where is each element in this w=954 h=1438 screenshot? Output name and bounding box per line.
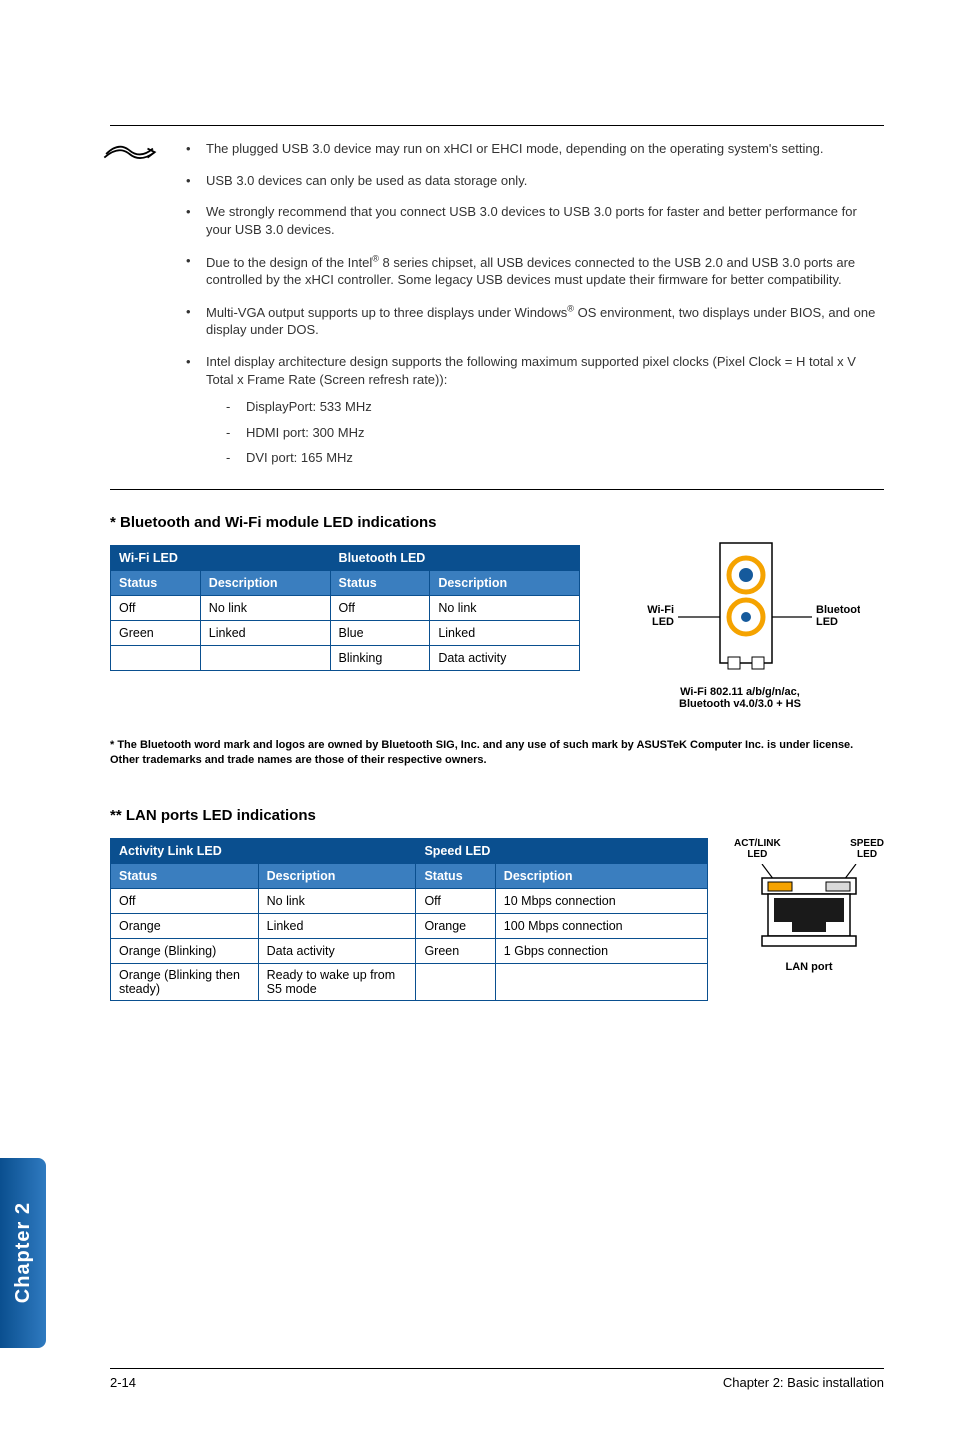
col-status: Status bbox=[416, 864, 495, 889]
module-caption-line2: Bluetooth v4.0/3.0 + HS bbox=[679, 698, 801, 710]
act-link-label: ACT/LINK bbox=[734, 838, 781, 849]
wifi-bt-module-diagram: Wi-Fi LED Bluetooth LED Wi-Fi 802.11 a/b… bbox=[620, 539, 860, 710]
note-item: The plugged USB 3.0 device may run on xH… bbox=[180, 140, 884, 158]
note-list: The plugged USB 3.0 device may run on xH… bbox=[180, 140, 884, 467]
bluetooth-fineprint: * The Bluetooth word mark and logos are … bbox=[110, 738, 884, 768]
page-footer: 2-14 Chapter 2: Basic installation bbox=[110, 1368, 884, 1390]
note-icon bbox=[102, 136, 157, 172]
table-row: OffNo link Off10 Mbps connection bbox=[111, 889, 708, 914]
table-row: Orange (Blinking)Data activity Green1 Gb… bbox=[111, 939, 708, 964]
svg-text:Bluetooth: Bluetooth bbox=[816, 604, 860, 616]
note-item: USB 3.0 devices can only be used as data… bbox=[180, 172, 884, 190]
lan-led-table: Activity Link LED Speed LED Status Descr… bbox=[110, 838, 708, 1001]
page-number: 2-14 bbox=[110, 1375, 136, 1390]
col-description: Description bbox=[430, 570, 580, 595]
table-row: BlinkingData activity bbox=[111, 645, 580, 670]
lan-port-diagram: ACT/LINK LED SPEED LED bbox=[734, 838, 884, 973]
col-status: Status bbox=[111, 570, 201, 595]
col-description: Description bbox=[200, 570, 330, 595]
module-caption-line1: Wi-Fi 802.11 a/b/g/n/ac, bbox=[680, 686, 800, 698]
note-item: Due to the design of the Intel® 8 series… bbox=[180, 252, 884, 288]
col-description: Description bbox=[258, 864, 416, 889]
speed-led-header: Speed LED bbox=[416, 839, 708, 864]
svg-text:LED: LED bbox=[816, 616, 838, 628]
footer-chapter-title: Chapter 2: Basic installation bbox=[723, 1375, 884, 1390]
note-subitem: HDMI port: 300 MHz bbox=[206, 424, 884, 442]
table-row: OrangeLinked Orange100 Mbps connection bbox=[111, 914, 708, 939]
svg-text:Wi-Fi: Wi-Fi bbox=[647, 604, 674, 616]
lan-port-caption: LAN port bbox=[734, 961, 884, 973]
bt-wifi-led-table: Wi-Fi LED Bluetooth LED Status Descripti… bbox=[110, 545, 580, 671]
speed-led-label: SPEED bbox=[850, 838, 884, 849]
note-item: We strongly recommend that you connect U… bbox=[180, 203, 884, 238]
bluetooth-led-header: Bluetooth LED bbox=[330, 545, 579, 570]
lan-heading: ** LAN ports LED indications bbox=[110, 807, 884, 824]
col-status: Status bbox=[111, 864, 259, 889]
note-item: Multi-VGA output supports up to three di… bbox=[180, 303, 884, 339]
table-row: Orange (Blinking then steady)Ready to wa… bbox=[111, 964, 708, 1001]
note-item: Intel display architecture design suppor… bbox=[180, 353, 884, 467]
note-block: The plugged USB 3.0 device may run on xH… bbox=[110, 125, 884, 490]
chapter-tab: Chapter 2 bbox=[0, 1158, 46, 1348]
table-row: OffNo link OffNo link bbox=[111, 595, 580, 620]
note-subitem: DVI port: 165 MHz bbox=[206, 449, 884, 467]
svg-text:LED: LED bbox=[652, 616, 674, 628]
activity-link-led-header: Activity Link LED bbox=[111, 839, 416, 864]
wifi-led-header: Wi-Fi LED bbox=[111, 545, 331, 570]
col-description: Description bbox=[495, 864, 707, 889]
note-sublist: DisplayPort: 533 MHz HDMI port: 300 MHz … bbox=[206, 398, 884, 467]
bt-wifi-heading: * Bluetooth and Wi-Fi module LED indicat… bbox=[110, 514, 884, 531]
table-row: GreenLinked BlueLinked bbox=[111, 620, 580, 645]
col-status: Status bbox=[330, 570, 430, 595]
note-subitem: DisplayPort: 533 MHz bbox=[206, 398, 884, 416]
